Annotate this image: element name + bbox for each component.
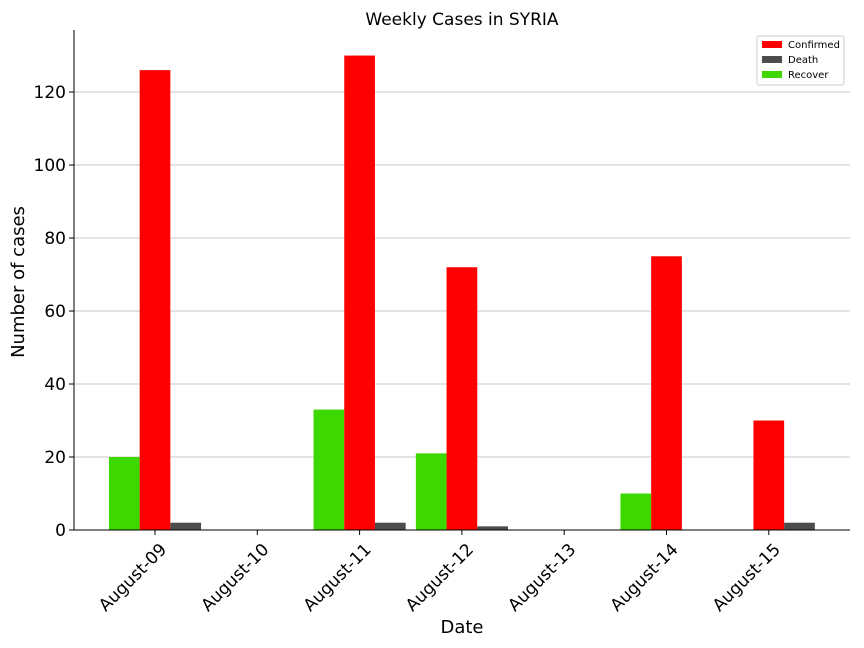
bar-recover-august-09: [108, 457, 140, 530]
bar-death-august-09: [170, 522, 202, 530]
y-tick-label: 40: [44, 375, 66, 395]
x-tick-label: August-10: [197, 540, 273, 616]
bar-confirmed-august-12: [446, 267, 478, 530]
bar-recover-august-12: [415, 453, 447, 530]
x-tick-label: August-09: [95, 540, 171, 616]
y-tick-label: 0: [55, 521, 66, 541]
y-axis-ticks: 0 20 40 60 80 100 120: [34, 83, 74, 541]
y-tick-label: 60: [44, 302, 66, 322]
legend-label-confirmed: Confirmed: [788, 40, 840, 51]
x-axis-ticks: August-09 August-10 August-11 August-12 Augu…: [95, 530, 785, 616]
x-tick-label: August-12: [402, 540, 478, 616]
y-tick-label: 120: [34, 83, 66, 103]
legend-swatch-confirmed: [762, 41, 782, 48]
bar-death-august-12: [477, 526, 508, 530]
bar-confirmed-august-15: [753, 420, 785, 530]
bar-death-august-11: [374, 522, 406, 530]
bar-recover-august-14: [620, 493, 652, 530]
legend-swatch-recover: [762, 71, 782, 78]
legend: Confirmed Death Recover: [756, 35, 845, 86]
y-axis-label: Number of cases: [8, 206, 29, 358]
y-tick-label: 80: [44, 229, 66, 249]
legend-label-death: Death: [788, 55, 818, 66]
legend-label-recover: Recover: [788, 70, 829, 81]
bar-confirmed-august-09: [139, 70, 171, 530]
bars: [108, 55, 815, 530]
x-tick-label: August-15: [709, 540, 785, 616]
x-tick-label: August-13: [504, 540, 580, 616]
bar-confirmed-august-11: [344, 55, 375, 530]
bar-confirmed-august-14: [651, 256, 682, 530]
x-tick-label: August-14: [607, 540, 683, 616]
x-axis-label: Date: [440, 617, 483, 638]
bar-recover-august-11: [313, 409, 345, 530]
y-tick-label: 100: [34, 156, 66, 176]
bar-death-august-15: [784, 522, 815, 530]
y-tick-label: 20: [44, 448, 66, 468]
legend-swatch-death: [762, 56, 782, 63]
chart-title: Weekly Cases in SYRIA: [365, 10, 559, 30]
x-tick-label: August-11: [300, 540, 376, 616]
